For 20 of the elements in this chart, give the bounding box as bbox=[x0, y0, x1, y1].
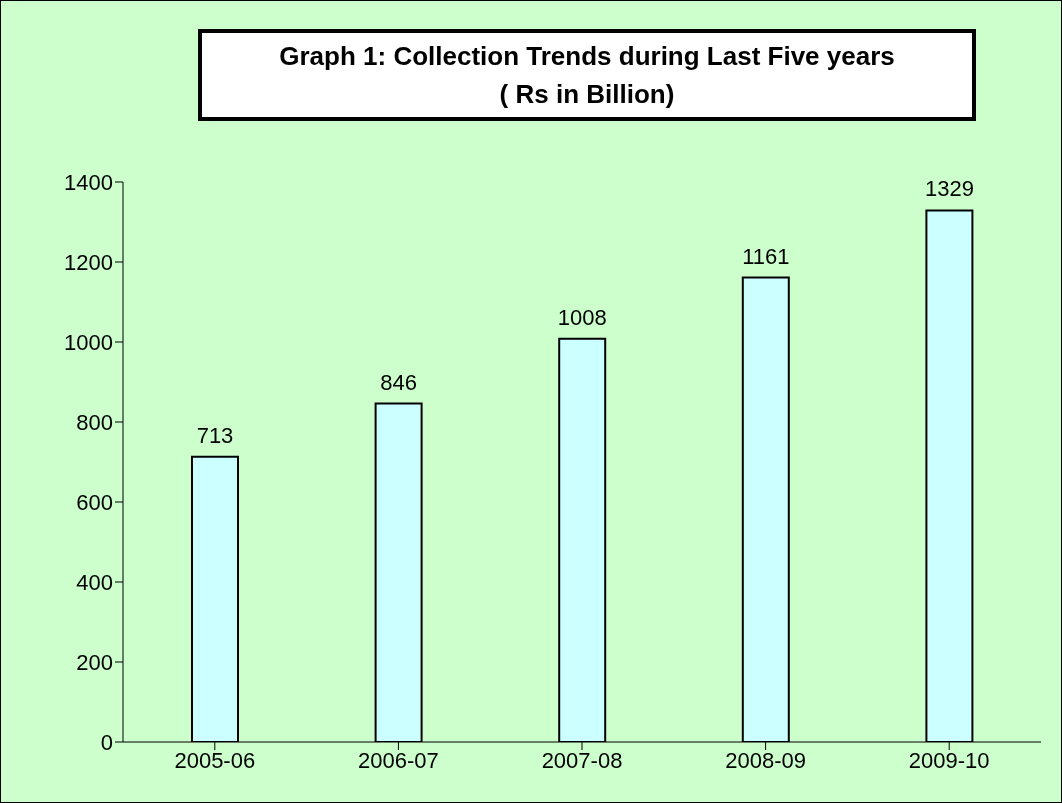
data-label: 846 bbox=[380, 369, 417, 395]
x-tick-label: 2007-08 bbox=[541, 747, 623, 773]
data-label: 713 bbox=[196, 422, 234, 448]
x-tick-label: 2009-10 bbox=[908, 747, 990, 773]
x-tick-label: 2006-07 bbox=[358, 747, 439, 773]
data-label: 1329 bbox=[924, 176, 974, 202]
y-tick-label: 0 bbox=[100, 729, 113, 755]
y-tick-label: 1400 bbox=[64, 169, 113, 195]
chart-title: Graph 1: Collection Trends during Last Five years bbox=[278, 40, 896, 73]
y-tick-label: 400 bbox=[76, 569, 113, 595]
y-tick-label: 200 bbox=[76, 649, 113, 675]
y-tick-label: 1200 bbox=[64, 249, 113, 275]
y-tick-label: 1000 bbox=[64, 329, 113, 355]
data-label: 1008 bbox=[557, 304, 607, 330]
chart-subtitle: ( Rs in Billion) bbox=[498, 78, 676, 111]
y-tick-label: 600 bbox=[76, 489, 113, 515]
x-tick-label: 2008-09 bbox=[725, 747, 806, 773]
y-tick-label: 800 bbox=[76, 409, 113, 435]
data-label: 1161 bbox=[742, 243, 790, 269]
x-tick-label: 2005-06 bbox=[174, 747, 256, 773]
